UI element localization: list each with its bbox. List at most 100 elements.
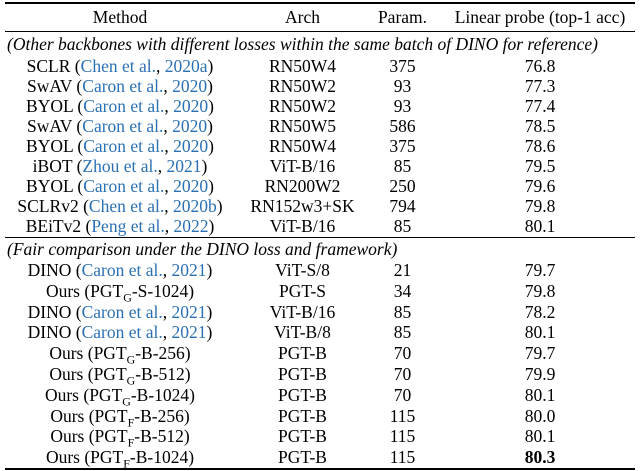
param-cell: 250 [389, 176, 416, 197]
citation-link[interactable]: 2020a [164, 56, 208, 77]
citation-link[interactable]: 2020b [172, 196, 217, 217]
method-text: SwAV ( [26, 116, 83, 137]
arch-cell: RN50W4 [268, 136, 337, 157]
arch-cell: PGT-B [278, 405, 327, 426]
arch-cell: RN50W4 [268, 56, 337, 77]
method-cell: Ours (PGTG-B-1024) [0, 384, 240, 407]
table-row: SCLR (Chen et al., 2020a) RN50W4 375 76.8 [0, 57, 640, 77]
method-text: SCLR ( [26, 56, 81, 77]
method-text: SCLRv2 ( [17, 196, 89, 217]
method-subscript: G [126, 352, 136, 367]
param-cell: 21 [393, 260, 412, 281]
citation-link[interactable]: 2020 [173, 136, 209, 157]
param-cell: 70 [393, 364, 412, 384]
arch-cell: RN152w3+SK [250, 196, 355, 217]
column-header-linear-probe: Linear probe (top-1 acc) [454, 6, 626, 27]
method-cell: Ours (PGTG-B-256) [0, 343, 240, 365]
method-cell: Ours (PGTG-S-1024) [0, 280, 240, 303]
table-row: BYOL (Caron et al., 2020) RN50W4 375 78.6 [0, 137, 640, 157]
param-cell: 115 [389, 405, 416, 426]
table-row: iBOT (Zhou et al., 2021) ViT-B/16 85 79.5 [0, 157, 640, 177]
citation-link[interactable]: 2021 [171, 322, 207, 343]
citation-link[interactable]: Chen et al. [88, 196, 165, 217]
citation-link[interactable]: Chen et al. [80, 56, 156, 77]
table-row: DINO (Caron et al., 2021) ViT-S/8 21 79.7 [0, 260, 640, 281]
method-text: , [164, 136, 174, 157]
param-cell: 85 [393, 216, 412, 237]
citation-link[interactable]: Caron et al. [83, 176, 165, 197]
param-cell: 70 [393, 343, 412, 364]
accuracy-cell: 78.6 [524, 136, 556, 157]
accuracy-cell: 79.7 [524, 260, 556, 281]
method-text: , [162, 322, 172, 343]
method-subscript: F [123, 456, 130, 471]
citation-link[interactable]: Caron et al. [82, 76, 164, 97]
citation-link[interactable]: Caron et al. [81, 322, 163, 343]
citation-link[interactable]: 2020 [172, 76, 208, 97]
param-cell: 93 [393, 76, 412, 97]
section-divider-rule [5, 237, 635, 239]
method-cell: Ours (PGTF-B-512) [0, 428, 240, 449]
method-text: Ours (PGT [49, 343, 127, 364]
citation-link[interactable]: 2021 [171, 301, 207, 322]
arch-cell: RN50W2 [268, 76, 337, 97]
accuracy-cell: 80.3 [524, 447, 556, 468]
method-cell: DINO (Caron et al., 2021) [0, 260, 240, 281]
arch-cell: RN50W5 [268, 116, 337, 137]
accuracy-cell: 79.5 [524, 156, 556, 177]
method-text: ) [207, 76, 213, 97]
citation-link[interactable]: 2020 [172, 116, 208, 137]
param-cell: 115 [389, 426, 416, 447]
table-row: DINO (Caron et al., 2021) ViT-B/8 85 80.1 [0, 323, 640, 344]
citation-link[interactable]: Peng et al. [91, 216, 165, 237]
citation-link[interactable]: Caron et al. [83, 136, 165, 157]
arch-cell: ViT-B/16 [269, 216, 336, 237]
method-text: ) [201, 156, 208, 177]
citation-link[interactable]: Caron et al. [81, 260, 163, 281]
arch-cell: PGT-B [278, 447, 327, 468]
method-text: DINO ( [27, 301, 82, 322]
table-row: Ours (PGTG-S-1024) PGT-S 34 79.8 [0, 280, 640, 303]
table-row: SwAV (Caron et al., 2020) RN50W5 586 78.5 [0, 117, 640, 137]
method-text: -B-1024) [130, 384, 196, 405]
table-row: BYOL (Caron et al., 2020) RN200W2 250 79.6 [0, 177, 640, 197]
method-text: ) [208, 176, 214, 197]
citation-link[interactable]: 2020 [173, 96, 209, 117]
param-cell: 375 [389, 136, 416, 157]
method-text: Ours (PGT [50, 405, 128, 426]
method-cell: DINO (Caron et al., 2021) [0, 324, 240, 342]
citation-link[interactable]: 2020 [173, 176, 209, 197]
citation-link[interactable]: 2021 [171, 260, 207, 281]
method-text: ) [208, 216, 215, 237]
method-cell: iBOT (Zhou et al., 2021) [0, 158, 240, 176]
method-text: -B-256) [135, 343, 191, 364]
citation-link[interactable]: Zhou et al. [82, 156, 158, 177]
method-text: -B-512) [135, 364, 191, 384]
arch-cell: PGT-B [278, 426, 327, 447]
citation-link[interactable]: 2022 [173, 216, 209, 237]
method-text: SwAV ( [26, 76, 83, 97]
method-text: Ours (PGT [44, 384, 123, 405]
param-cell: 586 [389, 116, 416, 137]
table-body: (Other backbones with different losses w… [0, 32, 640, 471]
method-text: -S-1024) [131, 280, 195, 301]
arch-cell: ViT-S/8 [275, 260, 330, 281]
method-text: , [164, 176, 174, 197]
param-cell: 375 [389, 56, 416, 77]
method-text: , [162, 301, 172, 322]
method-cell: DINO (Caron et al., 2021) [0, 301, 240, 322]
param-cell: 115 [389, 447, 416, 468]
table-row: Ours (PGTG-B-512) PGT-B 70 79.9 [0, 364, 640, 386]
param-cell: 794 [389, 196, 416, 217]
method-cell: Ours (PGTF-B-256) [0, 405, 240, 428]
citation-link[interactable]: 2021 [166, 156, 202, 177]
accuracy-cell: 78.2 [524, 301, 556, 322]
citation-link[interactable]: Caron et al. [81, 301, 163, 322]
method-text: , [162, 260, 172, 281]
method-text: , [164, 96, 174, 117]
method-text: , [164, 216, 174, 237]
method-text: -B-1024) [129, 447, 195, 468]
citation-link[interactable]: Caron et al. [82, 116, 164, 137]
method-text: Ours (PGT [49, 364, 127, 384]
citation-link[interactable]: Caron et al. [83, 96, 165, 117]
